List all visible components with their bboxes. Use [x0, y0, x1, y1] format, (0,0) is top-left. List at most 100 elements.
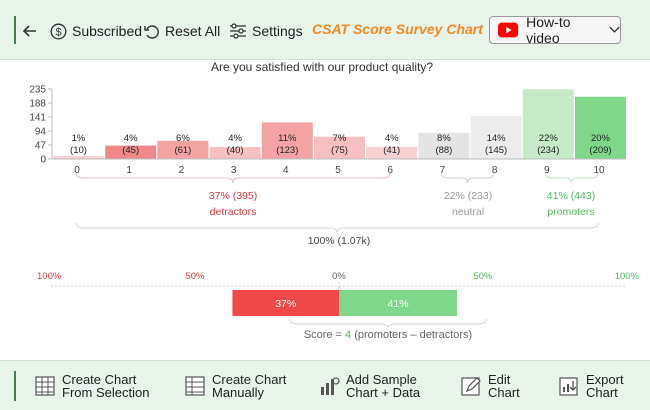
- csat-chart: Are you satisfied with our product quali…: [29, 60, 640, 341]
- x-tick-label: 8: [492, 165, 498, 176]
- bar-count-label: (234): [537, 145, 559, 156]
- neutral-name-label: neutral: [452, 206, 484, 218]
- bar-percent-label: 6%: [176, 133, 190, 144]
- bar-count-label: (61): [174, 145, 191, 156]
- promoters-brace: [544, 172, 599, 184]
- detractor-score-label: 37%: [275, 298, 296, 310]
- bar[interactable]: [366, 146, 418, 159]
- score-suffix: (promoters – detractors): [351, 329, 472, 341]
- label-line: Chart: [586, 385, 618, 400]
- bar-percent-label: 14%: [487, 133, 507, 144]
- bar-percent-label: 4%: [228, 133, 242, 144]
- score-prefix: Score =: [304, 329, 345, 341]
- promoters-name-label: promoters: [547, 206, 594, 218]
- bar-count-label: (41): [383, 145, 400, 156]
- subscribed-label: Subscribed: [72, 23, 143, 39]
- label-line: Add Sample: [346, 372, 417, 387]
- bar-count-label: (123): [276, 145, 298, 156]
- youtube-icon: [498, 22, 519, 38]
- label-line: From Selection: [62, 385, 150, 400]
- how-to-video-dropdown[interactable]: How-to video: [489, 14, 621, 46]
- y-tick-label: 235: [29, 85, 46, 96]
- promoter-score-label: 41%: [388, 298, 409, 310]
- y-tick-label: 47: [35, 141, 47, 152]
- label-line: Export: [586, 372, 624, 387]
- x-tick-label: 6: [387, 165, 393, 176]
- bar-count-label: (145): [485, 145, 507, 156]
- label-line: Chart: [488, 385, 520, 400]
- scale-label: 50%: [473, 271, 493, 282]
- y-tick-label: 94: [35, 127, 47, 138]
- bar-percent-label: 20%: [591, 133, 611, 144]
- add-sample-chart-button[interactable]: Add Sample Chart + Data: [318, 369, 420, 403]
- create-chart-manually-label: Create Chart Manually: [212, 373, 286, 399]
- x-tick-label: 9: [544, 165, 550, 176]
- sliders-icon: [230, 23, 246, 39]
- edit-chart-button[interactable]: Edit Chart: [460, 369, 520, 403]
- bar-count-label: (75): [331, 145, 348, 156]
- y-tick-label: 0: [40, 155, 46, 166]
- x-tick-label: 5: [335, 165, 341, 176]
- dollar-circle-icon: $: [50, 23, 67, 39]
- bar-count-label: (45): [122, 145, 139, 156]
- edit-chart-icon: [461, 377, 481, 396]
- app-title: CSAT Score Survey Chart: [312, 21, 483, 37]
- y-tick-label: 188: [29, 99, 46, 110]
- label-line: Manually: [212, 385, 265, 400]
- how-to-video-label: How-to video: [526, 14, 571, 46]
- undo-icon: [144, 24, 159, 39]
- bar[interactable]: [314, 136, 365, 159]
- bar-percent-label: 11%: [278, 133, 297, 144]
- score-brace: [289, 318, 487, 329]
- bar-percent-label: 1%: [72, 133, 86, 144]
- export-chart-button[interactable]: Export Chart: [558, 369, 624, 403]
- chart-title: Are you satisfied with our product quali…: [211, 60, 433, 74]
- bar-percent-label: 8%: [437, 133, 451, 144]
- bar[interactable]: [522, 89, 574, 159]
- bar-percent-label: 4%: [385, 133, 399, 144]
- bar-percent-label: 7%: [333, 133, 347, 144]
- detractor-score-bar[interactable]: [232, 290, 339, 316]
- bar[interactable]: [157, 140, 209, 159]
- footer-divider: [14, 371, 16, 401]
- bar-count-label: (88): [435, 145, 452, 156]
- bar-percent-label: 22%: [539, 133, 559, 144]
- bar[interactable]: [105, 145, 157, 159]
- chevron-down-icon: [609, 26, 620, 33]
- bar[interactable]: [418, 132, 470, 159]
- table-grid-icon: [35, 376, 55, 396]
- bar[interactable]: [470, 115, 522, 159]
- bar[interactable]: [53, 156, 104, 159]
- reset-all-label: Reset All: [165, 23, 221, 39]
- score-value: 4: [345, 329, 351, 341]
- table-edit-icon: [185, 376, 205, 396]
- detractors-brace: [75, 172, 391, 184]
- label-line: Create Chart: [212, 372, 287, 387]
- reset-all-button[interactable]: Reset All: [143, 20, 220, 42]
- top-toolbar: $ Subscribed Reset All Settings CSAT Sco…: [0, 0, 650, 60]
- label-line: Edit: [488, 372, 511, 387]
- create-chart-from-selection-button[interactable]: Create Chart From Selection: [34, 369, 149, 403]
- export-chart-label: Export Chart: [586, 373, 624, 399]
- settings-button[interactable]: Settings: [229, 20, 303, 42]
- label-line: Chart + Data: [346, 385, 421, 400]
- scale-label: 100%: [37, 271, 62, 282]
- scale-label: 100%: [615, 271, 640, 282]
- create-chart-manually-button[interactable]: Create Chart Manually: [184, 369, 286, 403]
- neutral-value-label: 22% (233): [444, 190, 492, 202]
- subscribed-button[interactable]: $ Subscribed: [50, 20, 142, 42]
- scale-label: 0%: [332, 271, 346, 282]
- x-tick-label: 10: [593, 165, 605, 176]
- back-button[interactable]: [22, 20, 43, 42]
- settings-label: Settings: [252, 23, 303, 39]
- total-brace: [75, 222, 599, 234]
- bar-percent-label: 4%: [124, 133, 138, 144]
- bar[interactable]: [575, 96, 626, 159]
- promoter-score-bar[interactable]: [339, 290, 458, 316]
- bar[interactable]: [209, 147, 261, 159]
- bar-count-label: (209): [589, 145, 611, 156]
- detractors-name-label: detractors: [210, 206, 257, 218]
- bar[interactable]: [261, 122, 313, 159]
- create-chart-from-selection-label: Create Chart From Selection: [62, 373, 149, 399]
- svg-text:$: $: [55, 26, 61, 38]
